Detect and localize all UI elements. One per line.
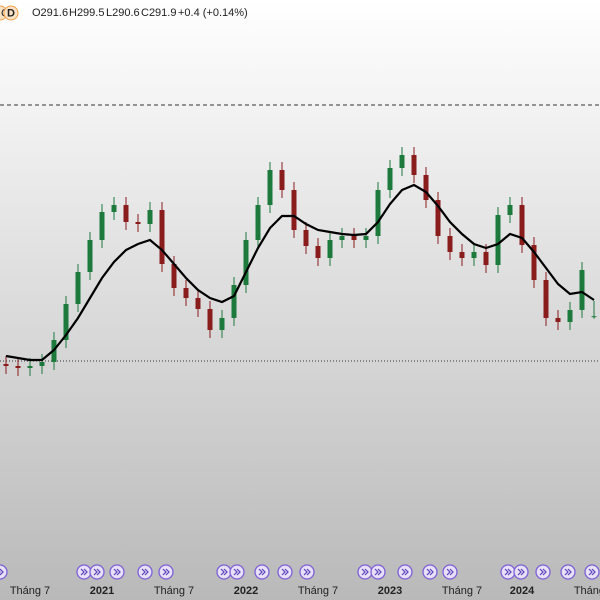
candle-body xyxy=(123,205,129,222)
candle-body xyxy=(291,190,297,230)
ohlc-value: O291.6 xyxy=(32,7,68,19)
candle-body xyxy=(411,155,417,175)
candle-body xyxy=(231,285,237,318)
candle-body xyxy=(591,316,597,318)
candle-body xyxy=(15,366,21,368)
candle-body xyxy=(567,310,573,322)
candle-body xyxy=(135,222,141,224)
event-marker-icon xyxy=(113,568,121,576)
candle-body xyxy=(363,236,369,240)
candle-body xyxy=(111,205,117,212)
candle-body xyxy=(3,364,9,366)
event-marker-icon xyxy=(401,568,409,576)
candle-body xyxy=(303,230,309,246)
candle-body xyxy=(183,288,189,298)
ohlc-value: H299.5 xyxy=(69,7,104,19)
candle-body xyxy=(159,210,165,264)
candle-body xyxy=(219,318,225,330)
event-marker-icon xyxy=(220,568,228,576)
candle-body xyxy=(387,168,393,190)
candle-body xyxy=(339,236,345,240)
event-marker-icon xyxy=(80,568,88,576)
candle-body xyxy=(63,304,69,340)
candle-body xyxy=(87,240,93,272)
event-marker-icon xyxy=(93,568,101,576)
candle-body xyxy=(519,205,525,245)
ohlc-value: L290.6 xyxy=(106,7,140,19)
candle-body xyxy=(543,280,549,318)
candle-body xyxy=(483,252,489,265)
candle-body xyxy=(375,190,381,236)
candle-body xyxy=(147,210,153,224)
event-marker-icon xyxy=(361,568,369,576)
event-marker-icon xyxy=(303,568,311,576)
candle-body xyxy=(255,205,261,240)
ohlc-value: C291.9 xyxy=(141,7,176,19)
candle-body xyxy=(555,318,561,322)
x-tick-label: Tháng 7 xyxy=(442,585,482,597)
event-marker-icon xyxy=(504,568,512,576)
x-tick-label: Tháng 7 xyxy=(298,585,338,597)
candle-body xyxy=(351,236,357,240)
candle-body xyxy=(579,270,585,310)
x-tick-label: Tháng 7 xyxy=(154,585,194,597)
event-marker-icon xyxy=(539,568,547,576)
candle-body xyxy=(471,252,477,258)
event-marker-icon xyxy=(281,568,289,576)
candle-body xyxy=(171,264,177,288)
candle-body xyxy=(531,245,537,280)
event-marker-icon xyxy=(374,568,382,576)
event-marker-icon xyxy=(162,568,170,576)
candle-body xyxy=(99,212,105,240)
event-marker-icon xyxy=(564,568,572,576)
candle-body xyxy=(195,298,201,309)
candle-body xyxy=(267,170,273,205)
candle-body xyxy=(495,215,501,265)
event-marker-icon xyxy=(517,568,525,576)
candle-body xyxy=(27,366,33,368)
candle-body xyxy=(39,362,45,366)
candle-body xyxy=(243,240,249,285)
ohlc-value: +0.4 (+0.14%) xyxy=(178,7,248,19)
event-marker-icon xyxy=(258,568,266,576)
candle-body xyxy=(435,200,441,236)
candle-body xyxy=(327,240,333,258)
x-tick-label: 2023 xyxy=(378,585,402,597)
event-marker-icon xyxy=(446,568,454,576)
event-marker-icon xyxy=(426,568,434,576)
event-marker-icon xyxy=(0,568,4,576)
candle-body xyxy=(315,246,321,258)
x-tick-label: Tháng 7 xyxy=(574,585,600,597)
badge-label: D xyxy=(7,7,15,19)
x-tick-label: 2021 xyxy=(90,585,114,597)
candle-body xyxy=(423,175,429,200)
x-tick-label: 2024 xyxy=(510,585,535,597)
badge[interactable] xyxy=(3,5,19,21)
event-marker-icon xyxy=(233,568,241,576)
candle-body xyxy=(447,236,453,252)
event-marker-icon xyxy=(588,568,596,576)
candle-body xyxy=(507,205,513,215)
candle-body xyxy=(207,309,213,330)
candle-body xyxy=(75,272,81,304)
candle-body xyxy=(399,155,405,168)
x-tick-label: Tháng 7 xyxy=(10,585,50,597)
event-marker-icon xyxy=(141,568,149,576)
candle-body xyxy=(279,170,285,190)
x-tick-label: 2022 xyxy=(234,585,258,597)
moving-average xyxy=(5,183,595,362)
candle-body xyxy=(459,252,465,258)
